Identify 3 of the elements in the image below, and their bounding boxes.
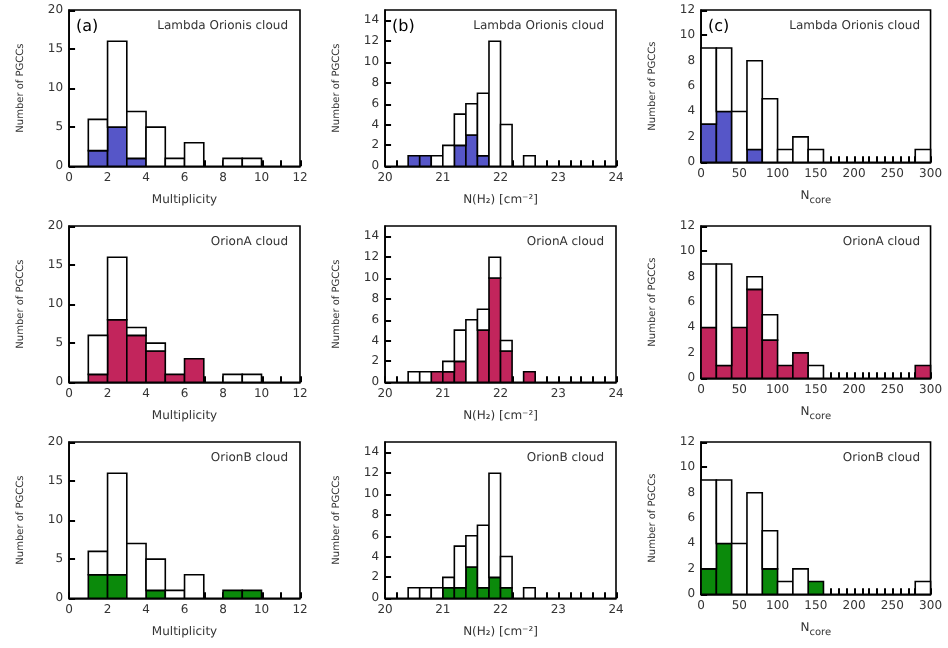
annotation: (b)	[392, 17, 415, 35]
annotation: (a)	[76, 17, 99, 35]
annotation: (c)	[708, 17, 730, 35]
